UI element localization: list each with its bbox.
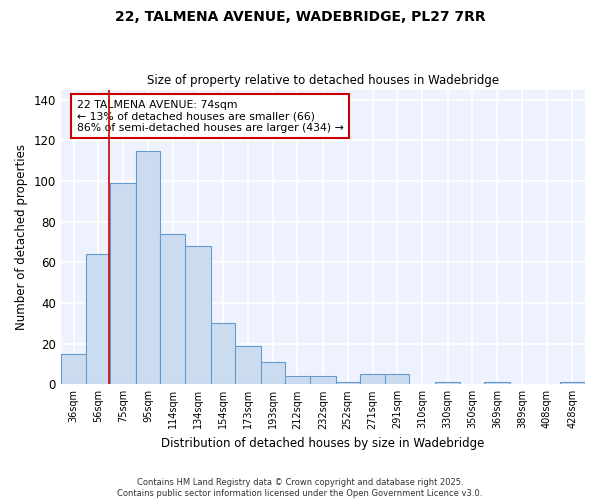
X-axis label: Distribution of detached houses by size in Wadebridge: Distribution of detached houses by size … <box>161 437 485 450</box>
Text: 22, TALMENA AVENUE, WADEBRIDGE, PL27 7RR: 22, TALMENA AVENUE, WADEBRIDGE, PL27 7RR <box>115 10 485 24</box>
Bar <box>160 234 185 384</box>
Text: 22 TALMENA AVENUE: 74sqm
← 13% of detached houses are smaller (66)
86% of semi-d: 22 TALMENA AVENUE: 74sqm ← 13% of detach… <box>77 100 343 133</box>
Bar <box>560 382 585 384</box>
Bar <box>285 376 310 384</box>
Bar <box>360 374 385 384</box>
Bar <box>260 362 285 384</box>
Bar <box>136 150 160 384</box>
Y-axis label: Number of detached properties: Number of detached properties <box>15 144 28 330</box>
Bar <box>435 382 460 384</box>
Bar <box>385 374 409 384</box>
Title: Size of property relative to detached houses in Wadebridge: Size of property relative to detached ho… <box>147 74 499 87</box>
Text: Contains HM Land Registry data © Crown copyright and database right 2025.
Contai: Contains HM Land Registry data © Crown c… <box>118 478 482 498</box>
Bar <box>335 382 360 384</box>
Bar <box>211 324 235 384</box>
Bar <box>61 354 86 384</box>
Bar <box>185 246 211 384</box>
Bar <box>86 254 110 384</box>
Bar <box>310 376 335 384</box>
Bar <box>484 382 510 384</box>
Bar <box>110 183 136 384</box>
Bar <box>235 346 260 385</box>
